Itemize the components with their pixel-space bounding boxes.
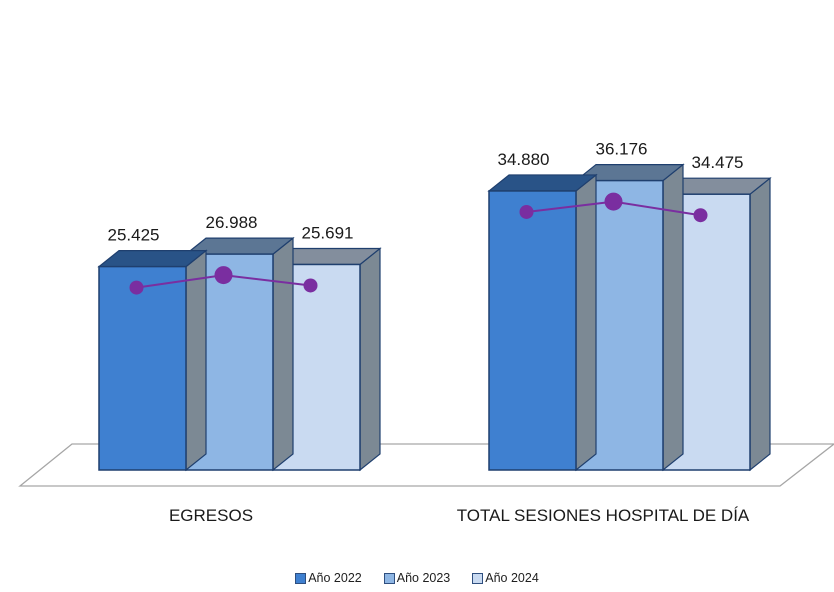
value-label-0-0: 25.425 [108, 226, 160, 245]
bar-side-0-0 [185, 249, 207, 472]
bar-top-0-0 [97, 250, 208, 268]
category-label-1: TOTAL SESIONES HOSPITAL DE DÍA [457, 506, 750, 525]
trend-marker-0-2 [303, 278, 318, 293]
value-label-1-1: 36.176 [596, 140, 648, 159]
value-label-0-2: 25.691 [302, 223, 354, 242]
value-label-1-2: 34.475 [692, 153, 744, 172]
trend-marker-0-1 [214, 266, 233, 285]
bar-0-0 [98, 265, 187, 471]
legend-swatch-2023 [383, 572, 395, 584]
trend-marker-1-1 [604, 192, 623, 211]
value-label-1-0: 34.880 [498, 150, 550, 169]
bar-side-0-1 [272, 236, 294, 472]
trend-marker-0-0 [129, 280, 144, 295]
bar-1-0 [488, 190, 577, 471]
trend-marker-1-0 [519, 204, 534, 219]
legend: Año 2022 Año 2023 Año 2024 [0, 570, 834, 586]
bar-side-0-2 [359, 247, 381, 472]
legend-label-2022: Año 2022 [308, 571, 362, 585]
legend-label-2024: Año 2024 [485, 571, 539, 585]
bar-side-1-0 [575, 173, 597, 472]
legend-item-2022: Año 2022 [295, 570, 362, 586]
legend-item-2024: Año 2024 [472, 570, 539, 586]
bar-top-1-0 [487, 174, 598, 192]
legend-swatch-2022 [295, 572, 307, 584]
legend-swatch-2024 [472, 572, 484, 584]
category-label-0: EGRESOS [169, 506, 253, 525]
bar-side-1-2 [749, 176, 771, 472]
legend-label-2023: Año 2023 [396, 571, 451, 585]
trend-marker-1-2 [693, 208, 708, 223]
value-label-0-1: 26.988 [206, 213, 258, 232]
legend-item-2023: Año 2023 [383, 570, 451, 586]
